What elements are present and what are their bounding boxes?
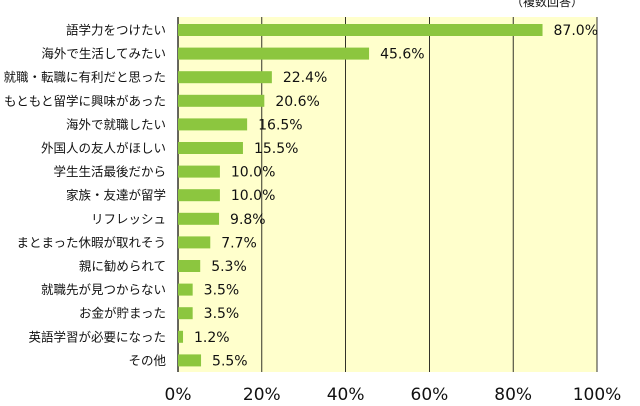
bar (178, 283, 193, 296)
value-label: 22.4% (283, 70, 327, 86)
category-label: 就職先が見つからない (41, 282, 166, 297)
category-label: 海外で就職したい (66, 117, 166, 132)
value-label: 7.7% (221, 235, 257, 251)
bar (178, 330, 184, 343)
value-label: 15.5% (254, 141, 298, 157)
bar (178, 47, 370, 60)
bar (178, 189, 220, 202)
x-tick-label: 80% (494, 385, 532, 405)
multiple-answer-note: （複数回答） (511, 0, 583, 9)
value-label: 3.5% (204, 283, 240, 299)
value-label: 20.6% (275, 94, 319, 110)
category-label: 海外で生活してみたい (41, 46, 166, 61)
category-label: 語学力をつけたい (66, 23, 166, 38)
category-label: もともと留学に興味があった (4, 93, 166, 108)
category-label: お金が貯まった (79, 306, 166, 321)
value-label: 16.5% (258, 117, 302, 133)
bar (178, 212, 220, 225)
value-label: 5.3% (211, 259, 247, 275)
bar (178, 142, 243, 154)
bar (178, 236, 211, 249)
category-label: その他 (128, 353, 166, 368)
value-label: 9.8% (230, 212, 266, 228)
category-label: リフレッシュ (91, 211, 166, 226)
value-label: 5.5% (212, 353, 248, 369)
bar (178, 94, 265, 107)
category-label: 外国人の友人がほしい (41, 141, 166, 156)
value-label: 3.5% (204, 306, 240, 322)
x-tick-label: 100% (573, 385, 622, 405)
category-label: 家族・友達が留学 (66, 188, 166, 203)
bar (178, 24, 543, 36)
bar (178, 71, 272, 84)
x-tick-label: 20% (243, 385, 281, 405)
bars (178, 24, 543, 367)
category-label: 英語学習が必要になった (28, 329, 166, 344)
category-label: まとまった休暇が取れそう (16, 235, 166, 250)
x-tick-label: 0% (165, 385, 192, 405)
value-label: 45.6% (380, 47, 424, 63)
value-label: 10.0% (231, 165, 275, 181)
value-label: 10.0% (231, 188, 275, 204)
category-labels: 語学力をつけたい海外で生活してみたい就職・転職に有利だと思ったもともと留学に興味… (3, 23, 166, 368)
category-label: 学生生活最後だから (53, 164, 166, 179)
category-label: 親に勧められて (79, 259, 166, 274)
x-axis-tick-labels: 0% 20% 40% 60% 80% 100% (165, 385, 622, 405)
category-label: 就職・転職に有利だと思った (3, 70, 166, 85)
bar (178, 165, 220, 178)
x-tick-label: 60% (411, 385, 449, 405)
x-tick-label: 40% (327, 385, 365, 405)
bar (178, 354, 202, 367)
value-label: 1.2% (194, 330, 230, 346)
value-labels: 87.0% 45.6% 22.4% 20.6% 16.5% 15.5% 10.0% 10.0%… (194, 23, 598, 369)
bar (178, 260, 201, 272)
bar (178, 118, 248, 131)
value-label: 87.0% (554, 23, 598, 39)
bar (178, 307, 193, 320)
